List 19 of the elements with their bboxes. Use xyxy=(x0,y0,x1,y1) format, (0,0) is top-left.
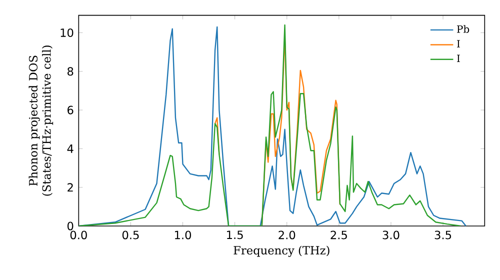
legend-label: Pb xyxy=(457,25,470,33)
legend-label: I xyxy=(457,54,460,62)
x-tick-label: 0.0 xyxy=(70,230,87,240)
x-tick-label: 0.5 xyxy=(122,230,139,240)
y-tick-label: 6 xyxy=(68,106,74,114)
y-tick-label: 2 xyxy=(68,183,73,192)
y-tick-label: 0 xyxy=(68,222,74,230)
y-tick-label: 10 xyxy=(60,28,74,38)
x-axis-title: Frequency (THz) xyxy=(234,246,330,257)
x-tick-label: 1.0 xyxy=(175,230,192,240)
x-tick-label: 3.0 xyxy=(382,230,400,240)
y-tick-label: 4 xyxy=(67,144,74,153)
x-tick-label: 2.0 xyxy=(278,230,296,240)
x-tick-label: 1.5 xyxy=(227,230,243,240)
legend-label: I xyxy=(457,40,460,48)
x-tick-label: 3.5 xyxy=(434,230,452,240)
y-tick-label: 8 xyxy=(68,67,74,76)
x-tick-label: 2.5 xyxy=(330,230,347,240)
y-axis-title: Phonon projected DOS (States/THz·primitive cell) xyxy=(28,46,54,196)
